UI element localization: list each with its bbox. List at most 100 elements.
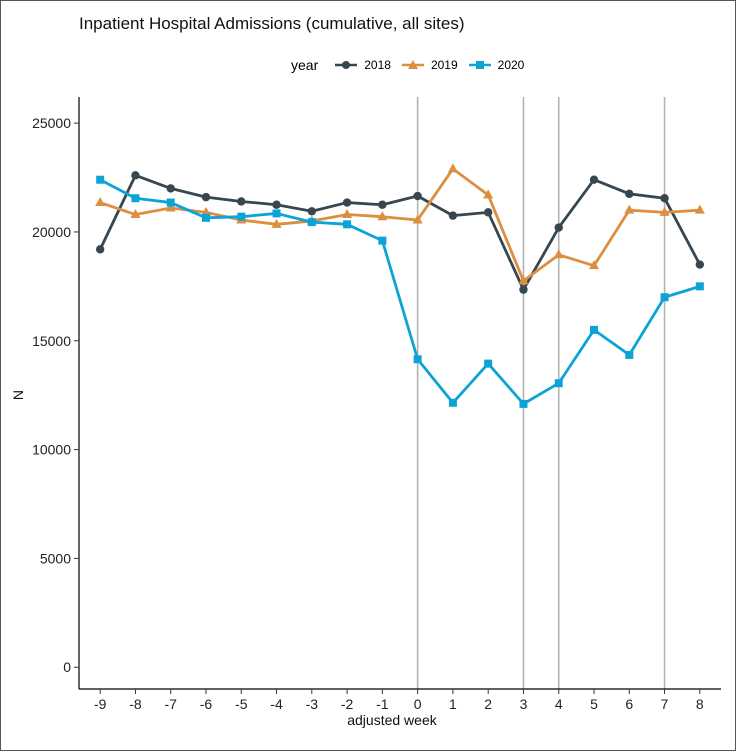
legend-label-2020: 2020 — [497, 58, 525, 72]
data-point-2018 — [307, 207, 317, 216]
data-point-2019 — [342, 209, 353, 219]
legend: year 2018 2019 2020 — [291, 55, 524, 75]
data-point-2018 — [166, 184, 175, 193]
data-point-2020 — [307, 218, 316, 227]
legend-key-2020 — [468, 61, 491, 69]
data-point-2020 — [554, 379, 563, 388]
x-tick-label: -9 — [94, 696, 107, 712]
x-tick-label: 8 — [696, 696, 704, 712]
series-line-2019 — [99, 167, 700, 283]
legend-item-2019: 2019 — [401, 58, 458, 72]
x-tick-label: -4 — [270, 696, 283, 712]
data-point-2018 — [519, 285, 528, 294]
data-point-2020 — [272, 209, 281, 218]
data-point-2020 — [96, 175, 105, 184]
x-tick-label: -1 — [376, 696, 389, 712]
data-point-2019 — [589, 260, 600, 270]
data-point-2020 — [201, 213, 210, 222]
data-point-2018 — [95, 245, 105, 254]
data-point-2020 — [484, 359, 493, 368]
y-tick-label: 20000 — [32, 224, 71, 240]
y-tick-label: 10000 — [32, 442, 71, 458]
y-tick-label: 0 — [63, 659, 71, 675]
data-point-2019 — [95, 197, 106, 207]
data-point-2020 — [590, 325, 599, 334]
x-tick-label: 0 — [414, 696, 422, 712]
series-2019 — [95, 163, 705, 285]
legend-label-2018: 2018 — [364, 58, 391, 72]
data-point-2019 — [553, 249, 564, 259]
data-point-2019 — [271, 218, 282, 228]
data-point-2019 — [165, 202, 176, 212]
data-point-2020 — [343, 220, 352, 229]
data-point-2020 — [413, 355, 422, 364]
y-axis-label: N — [10, 390, 26, 400]
x-tick-label: -3 — [306, 696, 319, 712]
data-point-2020 — [519, 399, 528, 408]
x-tick-label: 5 — [590, 696, 598, 712]
y-tick-label: 5000 — [40, 550, 71, 566]
axes: 0 5000 10000 15000 20000 25000 -9 -8 -7 -6 -5 -4 -3 -… — [32, 97, 721, 712]
data-point-2019 — [694, 204, 705, 214]
data-point-2018 — [413, 191, 422, 201]
legend-item-2018: 2018 — [334, 58, 391, 72]
y-tick-label: 15000 — [32, 333, 71, 349]
data-point-2020 — [131, 194, 140, 203]
x-tick-label: -8 — [129, 696, 142, 712]
data-point-2019 — [377, 211, 388, 221]
legend-title: year — [291, 57, 319, 73]
data-point-2020 — [448, 398, 457, 407]
data-point-2018 — [483, 208, 493, 217]
series-line-2020 — [99, 178, 701, 406]
legend-key-2019 — [401, 60, 424, 69]
series-layer — [95, 163, 705, 408]
legend-label-2019: 2019 — [430, 58, 458, 72]
x-tick-label: -5 — [235, 696, 248, 712]
legend-item-2020: 2020 — [468, 58, 525, 72]
x-tick-label: 2 — [484, 696, 492, 712]
data-point-2019 — [483, 189, 494, 199]
series-2018 — [95, 171, 705, 294]
data-point-2019 — [412, 214, 423, 224]
x-axis-label: adjusted week — [347, 712, 438, 728]
data-point-2019 — [624, 204, 635, 214]
chart-title: Inpatient Hospital Admissions (cumulativ… — [79, 14, 465, 33]
data-point-2018 — [448, 211, 458, 220]
data-point-2020 — [660, 293, 669, 302]
data-point-2020 — [625, 350, 634, 359]
series-line-2018 — [98, 173, 702, 292]
data-point-2020 — [166, 198, 175, 207]
data-point-2020 — [378, 236, 387, 245]
data-point-2020 — [237, 212, 246, 221]
data-point-2018 — [131, 171, 140, 180]
legend-key-2018 — [335, 61, 358, 69]
x-tick-label: 6 — [625, 696, 633, 712]
data-point-2020 — [695, 282, 704, 291]
data-point-2018 — [660, 194, 669, 203]
data-point-2018 — [237, 197, 246, 206]
x-tick-label: 1 — [449, 696, 457, 712]
y-tick-label: 25000 — [32, 115, 71, 131]
data-point-2019 — [659, 206, 670, 216]
x-tick-label: -6 — [200, 696, 213, 712]
data-point-2018 — [695, 260, 705, 269]
data-point-2018 — [378, 200, 387, 209]
data-point-2018 — [625, 189, 634, 199]
data-point-2018 — [272, 200, 281, 209]
series-2020 — [96, 175, 704, 408]
data-point-2018 — [201, 192, 211, 202]
data-point-2018 — [589, 175, 599, 184]
data-point-2019 — [447, 163, 458, 173]
x-tick-label: 4 — [555, 696, 563, 712]
data-point-2018 — [342, 198, 352, 207]
x-tick-label: -7 — [164, 696, 177, 712]
x-tick-label: 7 — [661, 696, 669, 712]
data-point-2019 — [518, 275, 529, 285]
x-tick-label: -2 — [341, 696, 354, 712]
data-point-2018 — [554, 223, 563, 232]
x-tick-label: 3 — [520, 696, 528, 712]
data-point-2019 — [130, 209, 141, 219]
data-point-2019 — [200, 206, 211, 216]
